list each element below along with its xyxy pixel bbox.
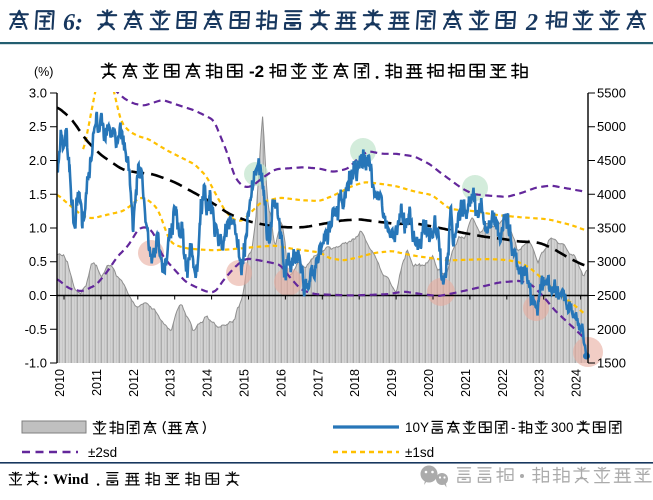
svg-text:2500: 2500 — [597, 288, 626, 303]
svg-text:300: 300 — [551, 420, 574, 435]
svg-text:2015: 2015 — [238, 369, 252, 397]
svg-text:2020: 2020 — [422, 369, 436, 397]
svg-text:2: 2 — [525, 10, 538, 36]
svg-text:1.0: 1.0 — [29, 221, 47, 236]
svg-text:±2sd: ±2sd — [88, 445, 117, 460]
svg-text:2013: 2013 — [164, 369, 178, 397]
svg-text:3500: 3500 — [597, 221, 626, 236]
svg-text:2011: 2011 — [90, 369, 104, 396]
svg-text:2014: 2014 — [201, 369, 215, 397]
svg-text:1.5: 1.5 — [29, 187, 47, 202]
svg-text:5500: 5500 — [597, 86, 626, 101]
svg-text:2021: 2021 — [459, 369, 473, 397]
svg-text:4500: 4500 — [597, 153, 626, 168]
svg-text:±1sd: ±1sd — [405, 445, 434, 460]
svg-text:2000: 2000 — [597, 322, 626, 337]
svg-text:2016: 2016 — [274, 369, 288, 397]
svg-text:3000: 3000 — [597, 254, 626, 269]
svg-text:2012: 2012 — [127, 369, 141, 397]
svg-text:1500: 1500 — [597, 356, 626, 371]
svg-text:0.0: 0.0 — [29, 288, 47, 303]
svg-text:2.0: 2.0 — [29, 153, 47, 168]
svg-text:2022: 2022 — [496, 369, 510, 397]
svg-text:-: - — [511, 420, 516, 435]
svg-text:2023: 2023 — [533, 369, 547, 397]
svg-text:10Y: 10Y — [405, 420, 429, 435]
svg-text:2017: 2017 — [311, 369, 325, 397]
svg-text:2018: 2018 — [348, 369, 362, 397]
svg-text:2010: 2010 — [53, 369, 67, 397]
svg-text:5000: 5000 — [597, 119, 626, 134]
svg-text:2024: 2024 — [570, 369, 584, 397]
svg-text:2019: 2019 — [385, 369, 399, 397]
svg-text:4000: 4000 — [597, 187, 626, 202]
svg-text:Wind: Wind — [53, 472, 89, 488]
svg-text:0.5: 0.5 — [29, 254, 47, 269]
svg-text:-2: -2 — [249, 62, 264, 81]
svg-text:3.0: 3.0 — [29, 86, 47, 101]
svg-text:(%): (%) — [34, 65, 53, 79]
svg-text:-0.5: -0.5 — [25, 322, 47, 337]
svg-text:6:: 6: — [63, 10, 83, 36]
svg-text:-1.0: -1.0 — [25, 356, 47, 371]
svg-text:2.5: 2.5 — [29, 119, 47, 134]
